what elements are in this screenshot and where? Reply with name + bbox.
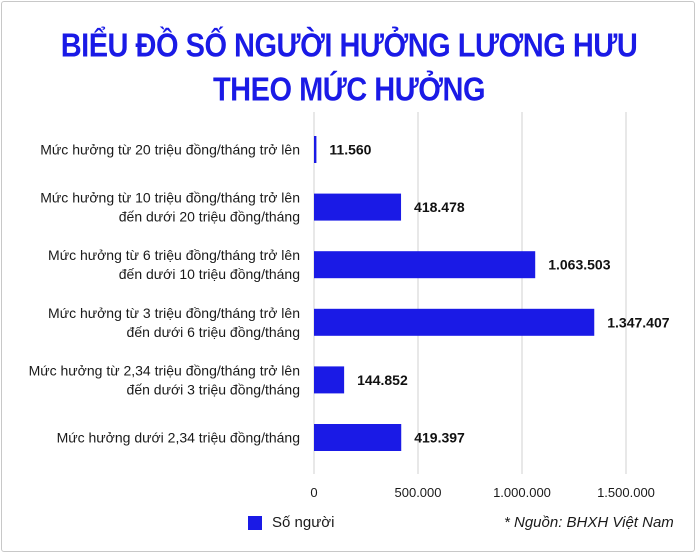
category-label-2-1: đến dưới 10 triệu đồng/tháng (119, 266, 300, 282)
x-tick-label-1: 500.000 (395, 485, 442, 500)
bar-0 (314, 136, 317, 163)
x-tick-label-2: 1.000.000 (493, 485, 551, 500)
bar-value-label-3: 1.347.407 (607, 314, 669, 330)
chart-title-line-1: BIỂU ĐỒ SỐ NGƯỜI HƯỞNG LƯƠNG HƯU (60, 27, 638, 65)
bar-5 (314, 424, 402, 451)
category-label-0-0: Mức hưởng từ 20 triệu đồng/tháng trở lên (40, 142, 300, 158)
category-label-2-0: Mức hưởng từ 6 triệu đồng/tháng trở lên (48, 247, 300, 263)
bar-2 (314, 251, 536, 279)
x-tick-label-3: 1.500.000 (597, 485, 655, 500)
chart-title-line-2: THEO MỨC HƯỞNG (212, 71, 486, 109)
bar-3 (314, 308, 595, 336)
category-label-3-0: Mức hưởng từ 3 triệu đồng/tháng trở lên (48, 305, 300, 321)
legend: Số người (248, 514, 334, 531)
source-note: * Nguồn: BHXH Việt Nam (504, 514, 674, 531)
category-label-4-1: đến dưới 3 triệu đồng/tháng (127, 381, 300, 397)
legend-swatch (248, 515, 262, 530)
x-tick-label-0: 0 (310, 485, 317, 500)
category-label-4-0: Mức hưởng từ 2,34 triệu đồng/tháng trở l… (29, 362, 300, 378)
bar-value-label-2: 1.063.503 (548, 257, 610, 273)
category-label-1-0: Mức hưởng từ 10 triệu đồng/tháng trở lên (40, 190, 300, 206)
category-label-1-1: đến dưới 20 triệu đồng/tháng (119, 209, 300, 225)
bar-value-label-1: 418.478 (414, 199, 465, 215)
bar-4 (314, 366, 345, 394)
category-label-5-0: Mức hưởng dưới 2,34 triệu đồng/tháng (57, 430, 300, 446)
bar-value-label-0: 11.560 (329, 142, 371, 158)
bar-1 (314, 193, 402, 221)
category-label-3-1: đến dưới 6 triệu đồng/tháng (127, 324, 300, 340)
bar-value-label-4: 144.852 (357, 372, 408, 388)
bar-value-label-5: 419.397 (414, 430, 465, 446)
legend-label: Số người (272, 514, 335, 531)
